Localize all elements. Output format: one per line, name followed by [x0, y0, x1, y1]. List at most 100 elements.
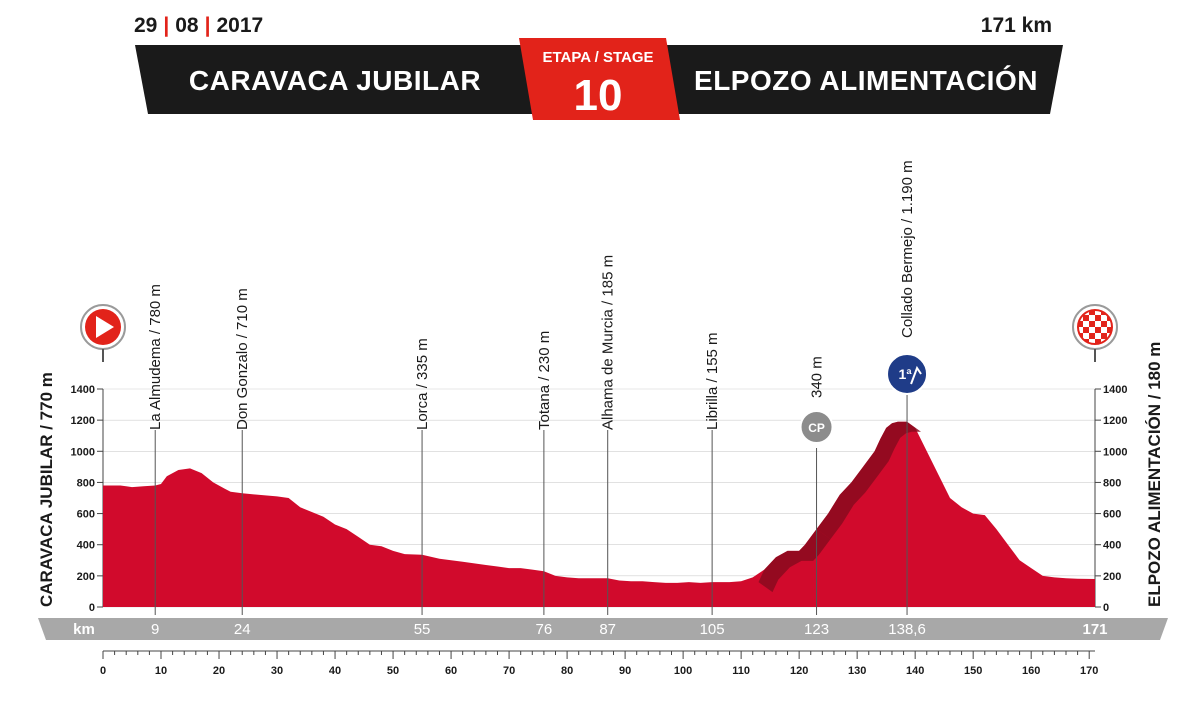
- waypoint-label: La Almudema / 780 m: [147, 284, 164, 430]
- y-tick-label-right: 1200: [1103, 415, 1127, 427]
- stage-badge-label: ETAPA / STAGE: [542, 49, 653, 66]
- checker-square: [1089, 339, 1095, 344]
- stage-banner: CARAVACA JUBILAR ELPOZO ALIMENTACIÓN ETA…: [135, 38, 1063, 120]
- km-bar-finish-label: 171: [1082, 621, 1107, 638]
- checker-square: [1107, 321, 1112, 327]
- y-tick-label-left: 600: [77, 509, 95, 521]
- y-tick-label-right: 400: [1103, 540, 1121, 552]
- x-tick-label: 170: [1080, 665, 1098, 677]
- x-tick-label: 40: [329, 665, 341, 677]
- km-bar-waypoint-label: 87: [599, 621, 616, 638]
- date-year: 2017: [216, 14, 264, 37]
- checker-square: [1089, 333, 1095, 339]
- y-tick-label-left: 1000: [71, 446, 95, 458]
- waypoint-label: Collado Bermejo / 1.190 m: [899, 160, 916, 338]
- x-tick-label: 70: [503, 665, 515, 677]
- mountain-arrow-icon: [910, 365, 922, 385]
- checker-square: [1089, 321, 1095, 327]
- checker-square: [1089, 327, 1095, 333]
- date-separator: |: [204, 14, 211, 37]
- y-tick-label-left: 1200: [71, 415, 95, 427]
- checker-square: [1089, 315, 1095, 321]
- y-tick-label-right: 600: [1103, 509, 1121, 521]
- checker-square: [1095, 315, 1101, 321]
- y-tick-label-right: 0: [1103, 602, 1109, 614]
- x-tick-label: 0: [100, 665, 106, 677]
- date-day: 29: [134, 14, 158, 37]
- checker-square: [1101, 315, 1107, 321]
- stage-badge: [519, 38, 680, 120]
- checkered-flag-icon: [1077, 309, 1113, 345]
- finish-altitude-label: ELPOZO ALIMENTACIÓN / 180 m: [1145, 342, 1164, 607]
- x-tick-label: 130: [848, 665, 866, 677]
- x-tick-label: 60: [445, 665, 457, 677]
- km-bar-waypoint-label: 105: [700, 621, 725, 638]
- x-tick-label: 150: [964, 665, 982, 677]
- stage-date: 29 | 08 | 2017: [134, 14, 263, 38]
- x-tick-label: 30: [271, 665, 283, 677]
- x-tick-label: 80: [561, 665, 573, 677]
- finish-marker: [1072, 304, 1118, 362]
- x-tick-label: 20: [213, 665, 225, 677]
- stage-number: 10: [574, 71, 623, 120]
- km-bar-waypoint-label: 123: [804, 621, 829, 638]
- waypoint-label: Librilla / 155 m: [704, 332, 721, 430]
- waypoint-label: Don Gonzalo / 710 m: [234, 288, 251, 430]
- checker-square: [1089, 310, 1095, 315]
- km-bar-waypoint-label: 138,6: [888, 621, 926, 638]
- waypoint-label: Alhama de Murcia / 185 m: [600, 255, 617, 430]
- start-marker: [80, 304, 126, 362]
- x-tick-label: 110: [732, 665, 750, 677]
- checker-square: [1078, 321, 1083, 327]
- checker-square: [1095, 310, 1101, 315]
- x-tick-label: 120: [790, 665, 808, 677]
- y-tick-label-right: 1000: [1103, 446, 1127, 458]
- stage-distance: 171 km: [980, 14, 1052, 37]
- date-separator: |: [163, 14, 170, 37]
- checker-square: [1078, 327, 1083, 333]
- km-bar-waypoint-label: 24: [234, 621, 251, 638]
- checker-square: [1101, 321, 1107, 327]
- x-axis: 0 10 20 30 40 50 60 70 80 90 100 110 120 130 140 150 160…: [100, 650, 1098, 677]
- category-climb-glyph: 1ª: [899, 366, 913, 382]
- km-bar-waypoint-label: 76: [536, 621, 553, 638]
- checker-square: [1083, 315, 1089, 321]
- y-tick-label-right: 1400: [1103, 384, 1127, 396]
- x-tick-label: 160: [1022, 665, 1040, 677]
- checker-square: [1083, 327, 1089, 333]
- banner-finish-name: ELPOZO ALIMENTACIÓN: [694, 65, 1038, 96]
- checker-square: [1095, 321, 1101, 327]
- checker-square: [1107, 327, 1112, 333]
- checker-square: [1095, 339, 1101, 344]
- checker-square: [1101, 327, 1107, 333]
- y-tick-label-left: 800: [77, 477, 95, 489]
- checker-square: [1095, 333, 1101, 339]
- banner-start-name: CARAVACA JUBILAR: [189, 65, 481, 96]
- checker-square: [1101, 333, 1107, 339]
- y-tick-label-left: 400: [77, 540, 95, 552]
- checker-square: [1095, 327, 1101, 333]
- y-tick-label-left: 1400: [71, 384, 95, 396]
- waypoint-label: Lorca / 335 m: [414, 338, 431, 430]
- checkpoint-icon-glyph: CP: [808, 421, 825, 435]
- km-bar-waypoint-label: 9: [151, 621, 159, 638]
- km-bar-background: [38, 618, 1168, 640]
- checker-square: [1083, 333, 1089, 339]
- x-tick-label: 100: [674, 665, 692, 677]
- climb-shading: [758, 529, 831, 593]
- x-tick-label: 90: [619, 665, 631, 677]
- y-tick-label-right: 800: [1103, 477, 1121, 489]
- y-tick-label-left: 200: [77, 571, 95, 583]
- x-tick-label: 10: [155, 665, 167, 677]
- y-tick-label-right: 200: [1103, 571, 1121, 583]
- checker-square: [1083, 321, 1089, 327]
- km-bar-waypoint-labels: 9 24 55 76 87 105 123 138,6: [151, 621, 926, 638]
- waypoints: La Almudema / 780 m Don Gonzalo / 710 m Lo…: [147, 160, 929, 615]
- km-bar: km 171: [38, 618, 1168, 640]
- checkpoint-icon: [799, 410, 834, 444]
- y-tick-label-left: 0: [89, 602, 95, 614]
- climb-shading: [816, 421, 921, 540]
- elevation-profile: [103, 421, 1095, 607]
- date-month: 08: [175, 14, 199, 37]
